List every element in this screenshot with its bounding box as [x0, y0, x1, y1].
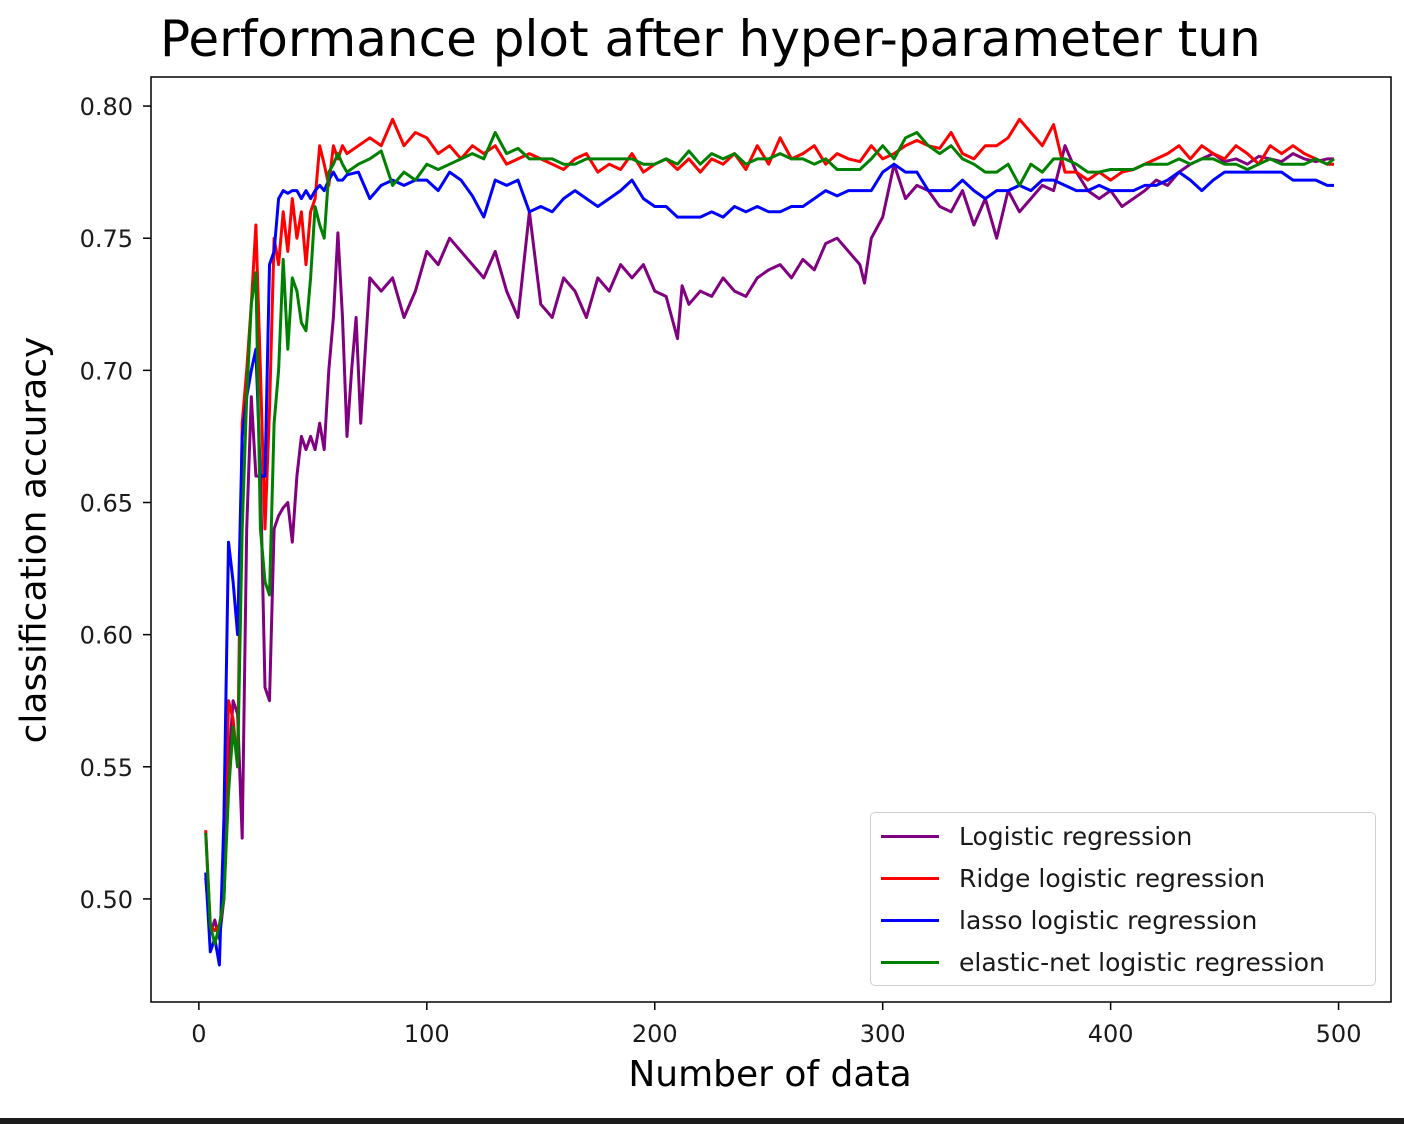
- legend-item-elastic: elastic-net logistic regression: [881, 943, 1325, 981]
- chart-title: Performance plot after hyper-parameter t…: [160, 10, 1261, 68]
- legend: Logistic regression Ridge logistic regre…: [870, 812, 1376, 986]
- series-line-ridge: [204, 117, 1334, 933]
- legend-item-ridge: Ridge logistic regression: [881, 859, 1265, 897]
- legend-label-logistic: Logistic regression: [959, 821, 1193, 851]
- x-tick-label: 0: [191, 1020, 206, 1048]
- x-tick-label: 100: [404, 1020, 450, 1048]
- legend-swatch-logistic: [881, 834, 939, 838]
- legend-label-lasso: lasso logistic regression: [959, 905, 1258, 935]
- y-tick-label: 0.70: [80, 357, 133, 385]
- y-tick-label: 0.75: [80, 225, 133, 253]
- series-line-logistic: [204, 144, 1334, 941]
- y-axis-label: classification accuracy: [13, 336, 55, 744]
- legend-label-ridge: Ridge logistic regression: [959, 863, 1266, 893]
- ticks-layer: 0 100 200 300 400 500 0.50 0.55 0.60 0.65 0.70 0.75…: [80, 93, 1362, 1048]
- legend-item-logistic: Logistic regression: [881, 817, 1192, 855]
- y-tick-label: 0.50: [80, 886, 133, 914]
- y-tick-label: 0.80: [80, 93, 133, 121]
- legend-label-elastic: elastic-net logistic regression: [959, 947, 1325, 977]
- legend-item-lasso: lasso logistic regression: [881, 901, 1257, 939]
- x-tick-label: 300: [860, 1020, 906, 1048]
- plot-frame: [150, 76, 1392, 1003]
- x-tick-label: 400: [1088, 1020, 1134, 1048]
- series-line-lasso: [204, 162, 1334, 967]
- legend-swatch-ridge: [881, 876, 939, 880]
- x-tick-label: 500: [1316, 1020, 1362, 1048]
- x-axis-label: Number of data: [628, 1054, 912, 1095]
- y-tick-label: 0.55: [80, 754, 133, 782]
- legend-swatch-lasso: [881, 918, 939, 922]
- y-tick-label: 0.65: [80, 490, 133, 518]
- y-tick-label: 0.60: [80, 622, 133, 650]
- bottom-bar: [0, 1118, 1404, 1124]
- legend-swatch-elastic: [881, 960, 939, 964]
- series-line-elastic: [204, 131, 1335, 946]
- x-tick-label: 200: [632, 1020, 678, 1048]
- series-layer: [204, 117, 1335, 967]
